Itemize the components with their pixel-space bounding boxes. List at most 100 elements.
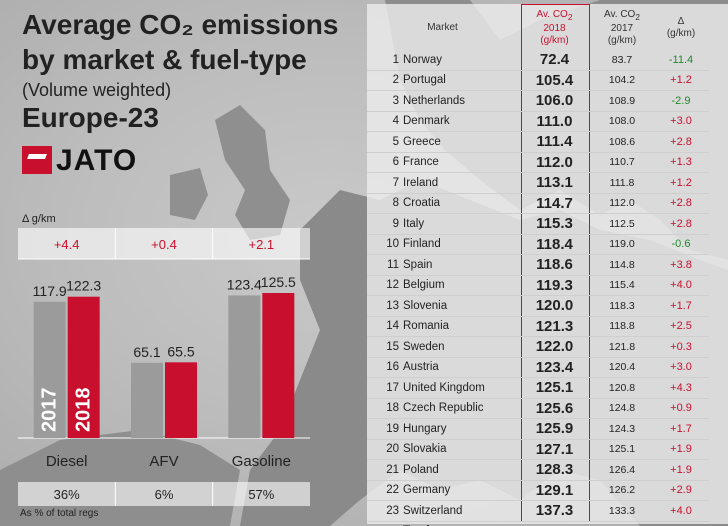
rank-cell: 16 (367, 357, 403, 378)
co2-2017-cell: 125.1 (591, 439, 653, 460)
bar-2018 (165, 362, 197, 438)
rank-cell: 12 (367, 275, 403, 296)
rank-cell (367, 521, 403, 526)
co2-2017-cell: 108.0 (591, 111, 653, 132)
table-row: 20 Slovakia 127.1 125.1 +1.9 (367, 439, 709, 460)
table-row: 15 Sweden 122.0 121.8 +0.3 (367, 336, 709, 358)
co2-2018-cell: 72.4 (518, 50, 591, 71)
table-row: 4 Denmark 111.0 108.0 +3.0 (367, 111, 709, 132)
market-cell: Belgium (403, 275, 518, 296)
co2-2018-cell: 121.3 (518, 316, 591, 337)
table-row: 17 United Kingdom 125.1 120.8 +4.3 (367, 377, 709, 399)
legend-2018: 2018 (73, 388, 95, 433)
delta-cell: +0.3 (653, 336, 709, 358)
table-row: 19 Hungary 125.9 124.3 +1.7 (367, 418, 709, 440)
market-cell: Italy (403, 213, 518, 235)
jato-logo: JATO (22, 144, 152, 178)
col-header-delta: Δ (g/km) (653, 6, 709, 50)
co2-2017-cell: 124.3 (591, 418, 653, 440)
co2-2017-cell: 133.3 (591, 500, 653, 522)
share-label: 57% (248, 487, 274, 502)
rank-cell: 19 (367, 418, 403, 440)
co2-2018-cell: 125.1 (518, 377, 591, 399)
total-2017: 118.1 (591, 521, 653, 526)
co2-2017-cell: 120.4 (591, 357, 653, 378)
table-row: 16 Austria 123.4 120.4 +3.0 (367, 357, 709, 378)
co2-2017-cell: 119.0 (591, 234, 653, 255)
market-cell: Ireland (403, 172, 518, 194)
map-landmass-ireland (170, 168, 208, 220)
delta-cell: +1.9 (653, 459, 709, 481)
delta-cell: +2.8 (653, 193, 709, 214)
table-header: Market Av. CO2 2018 (g/km) Av. CO2 2017 … (367, 6, 709, 50)
market-cell: Czech Republic (403, 398, 518, 419)
co2-2017-cell: 115.4 (591, 275, 653, 296)
co2-2018-cell: 113.1 (518, 172, 591, 194)
delta-cell: +1.2 (653, 70, 709, 91)
col-header-2018: Av. CO2 2018 (g/km) (518, 6, 591, 50)
co2-2017-cell: 121.8 (591, 336, 653, 358)
co2-2018-cell: 137.3 (518, 500, 591, 522)
co2-2017-cell: 108.9 (591, 90, 653, 112)
delta-cell: +2.8 (653, 213, 709, 235)
co2-2017-cell: 112.5 (591, 213, 653, 235)
delta-cell: -11.4 (653, 50, 709, 71)
delta-cell: +1.7 (653, 295, 709, 317)
market-cell: Sweden (403, 336, 518, 358)
co2-2017-cell: 126.2 (591, 480, 653, 501)
delta-cell: +2.5 (653, 316, 709, 337)
delta-cell: +4.0 (653, 500, 709, 522)
table-row: 8 Croatia 114.7 112.0 +2.8 (367, 193, 709, 214)
co2-2017-cell: 118.8 (591, 316, 653, 337)
market-cell: Romania (403, 316, 518, 337)
rank-cell: 5 (367, 131, 403, 153)
bar-2018 (262, 293, 295, 438)
share-label: 6% (155, 487, 174, 502)
rank-cell: 15 (367, 336, 403, 358)
delta-cell: +1.3 (653, 152, 709, 173)
delta-cell: +1.9 (653, 439, 709, 460)
bar-2017 (33, 301, 66, 438)
jato-logo-icon (22, 146, 52, 174)
table-row: 23 Switzerland 137.3 133.3 +4.0 (367, 500, 709, 522)
market-cell: Netherlands (403, 90, 518, 112)
co2-2018-cell: 129.1 (518, 480, 591, 501)
table-row: 1 Norway 72.4 83.7 -11.4 (367, 50, 709, 71)
col-header-market: Market (427, 22, 458, 33)
delta-cell: +3.0 (653, 111, 709, 132)
bar-2018-value: 125.5 (261, 274, 296, 290)
delta-cell: +4.0 (653, 275, 709, 296)
rank-cell: 20 (367, 439, 403, 460)
co2-2017-cell: 111.8 (591, 172, 653, 194)
market-cell: United Kingdom (403, 377, 518, 399)
share-row-background (18, 482, 310, 506)
co2-2018-cell: 122.0 (518, 336, 591, 358)
delta-label: +2.1 (248, 237, 274, 252)
table-row: 5 Greece 111.4 108.6 +2.8 (367, 131, 709, 153)
rank-cell: 4 (367, 111, 403, 132)
co2-2018-cell: 118.4 (518, 234, 591, 255)
delta-label: +4.4 (54, 237, 80, 252)
category-label: AFV (149, 453, 178, 470)
region-title: Europe-23 (22, 102, 159, 133)
co2-2018-cell: 114.7 (518, 193, 591, 214)
co2-2018-cell: 105.4 (518, 70, 591, 91)
category-label: Diesel (46, 453, 88, 470)
co2-2017-cell: 124.8 (591, 398, 653, 419)
co2-2017-cell: 112.0 (591, 193, 653, 214)
rank-cell: 13 (367, 295, 403, 317)
rank-cell: 9 (367, 213, 403, 235)
rank-cell: 11 (367, 254, 403, 276)
title-line-2: by market & fuel-type (22, 44, 307, 75)
table-total-row: Total120.5118.1+2.4 (367, 521, 709, 526)
delta-cell: +1.7 (653, 418, 709, 440)
total-2018: 120.5 (518, 521, 591, 526)
co2-2018-cell: 119.3 (518, 275, 591, 296)
rank-cell: 8 (367, 193, 403, 214)
total-label: Total (403, 521, 518, 526)
rank-cell: 10 (367, 234, 403, 255)
delta-cell: +2.8 (653, 131, 709, 153)
delta-cell: +1.2 (653, 172, 709, 194)
rank-cell: 6 (367, 152, 403, 173)
